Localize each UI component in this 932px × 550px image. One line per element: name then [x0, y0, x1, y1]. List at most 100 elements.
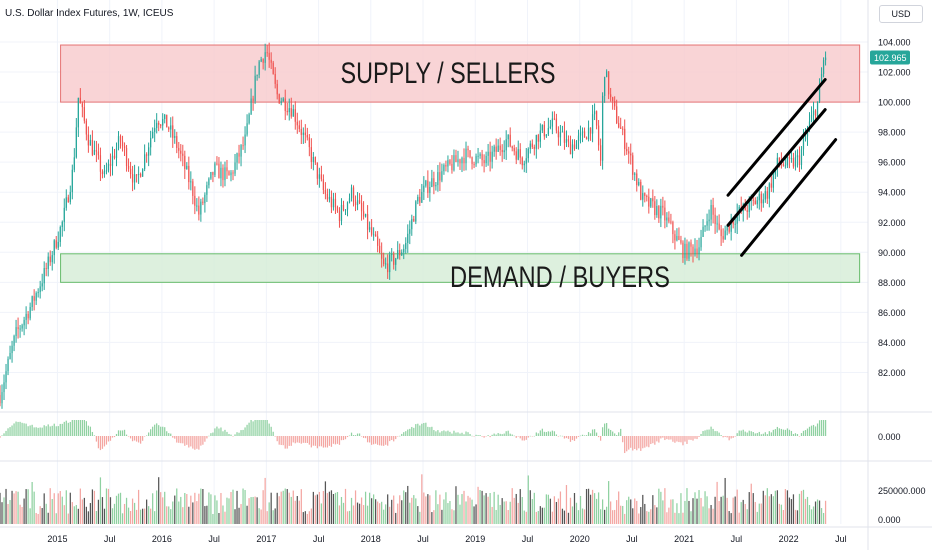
candle-body — [505, 139, 507, 151]
oscillator-bar — [150, 429, 152, 436]
oscillator-bar — [818, 420, 821, 436]
candle-body — [569, 141, 572, 155]
volume-bar — [338, 505, 341, 524]
candle-body — [208, 178, 210, 186]
volume-bar — [517, 502, 519, 524]
candle-body — [45, 268, 47, 270]
volume-bar — [310, 508, 312, 524]
candle-body — [796, 155, 799, 158]
oscillator-bar — [39, 427, 41, 436]
title-sep-1: , — [117, 8, 123, 19]
oscillator-bar — [423, 422, 425, 436]
currency-button[interactable]: USD — [879, 5, 923, 23]
oscillator-bar — [162, 426, 164, 436]
candle-body — [565, 139, 568, 143]
volume-bar — [232, 489, 234, 524]
candle-body — [507, 134, 509, 140]
volume-bar — [620, 505, 622, 524]
candle-body — [125, 148, 128, 166]
oscillator-bar — [650, 436, 652, 445]
volume-bar — [224, 511, 226, 524]
oscillator-bar — [445, 431, 447, 436]
volume-bar — [774, 490, 776, 524]
candle-body — [256, 74, 258, 76]
time-tick-label: Jul — [417, 534, 429, 544]
candle-body — [91, 139, 94, 155]
candle-body — [744, 204, 746, 211]
oscillator-bar — [85, 421, 87, 436]
candle-body — [352, 187, 355, 202]
candle-body — [573, 144, 576, 149]
time-axis[interactable]: 2015 Jul 2016 Jul 2017 Jul 2018 Jul 2019 Jul 2020 J… — [47, 534, 846, 544]
volume-bar — [119, 492, 122, 524]
candle-body — [553, 118, 556, 120]
oscillator-bar — [429, 427, 431, 436]
volume-bar — [630, 499, 632, 524]
candle-body — [736, 213, 738, 224]
candle-body — [593, 111, 596, 115]
candle-body — [521, 157, 523, 166]
oscillator-bar — [603, 423, 606, 436]
candle-body — [200, 201, 202, 215]
oscillator-bar — [790, 430, 793, 436]
oscillator-bar — [234, 434, 236, 436]
oscillator-bar — [812, 424, 815, 436]
candle-body — [75, 127, 77, 158]
volume-bar — [0, 492, 1, 524]
price-tick-label: 100.000 — [878, 98, 911, 108]
candle-body — [127, 165, 130, 169]
volume-bar — [427, 494, 429, 524]
candle-body — [694, 248, 696, 254]
volume-bar — [340, 496, 343, 524]
oscillator-bar — [174, 436, 176, 439]
candle-body — [198, 205, 200, 215]
candle-body — [620, 127, 622, 129]
volume-bar — [250, 497, 252, 524]
oscillator-bar — [47, 424, 49, 436]
volume-bar — [65, 490, 67, 524]
oscillator-bar — [778, 428, 780, 436]
volume-bar — [144, 508, 146, 524]
oscillator-bar — [368, 436, 371, 443]
candle-body — [27, 313, 29, 319]
volume-bar — [364, 491, 367, 524]
volume-bar — [521, 497, 523, 524]
oscillator-bar — [483, 436, 485, 438]
oscillator-bar — [75, 420, 77, 436]
volume-bar — [461, 494, 463, 524]
volume-bar — [127, 507, 130, 524]
oscillator-bar — [176, 436, 178, 443]
oscillator-bar — [148, 432, 150, 436]
candle-body — [83, 107, 85, 121]
candle-body — [451, 163, 453, 171]
volume-bar — [350, 497, 353, 524]
price-axis[interactable]: 104.000 102.000 100.000 98.000 96.000 94.000 9… — [878, 38, 911, 378]
candle-body — [708, 219, 710, 222]
title-sep-2: , — [137, 8, 143, 19]
oscillator-bar — [232, 436, 234, 437]
candle-body — [511, 146, 513, 149]
volume-bar — [539, 506, 541, 524]
volume-bar — [407, 485, 409, 524]
candle-body — [206, 185, 208, 195]
candle-body — [274, 73, 276, 84]
oscillator-bar — [244, 427, 246, 436]
candle-body — [154, 128, 156, 132]
oscillator-bar — [678, 436, 680, 443]
volume-bar — [164, 491, 166, 524]
oscillator-bar — [115, 433, 118, 436]
volume-bar — [282, 490, 284, 524]
oscillator-bar — [246, 424, 248, 436]
volume-bar — [25, 489, 27, 524]
volume-bar — [330, 490, 333, 524]
oscillator-bar — [475, 434, 477, 436]
oscillator-bar — [240, 430, 242, 436]
candle-body — [328, 196, 331, 200]
candle-body — [772, 174, 774, 188]
volume-bar — [535, 511, 537, 524]
oscillator-bar — [525, 436, 527, 440]
volume-bar — [646, 511, 648, 524]
oscillator-bar — [700, 433, 702, 436]
candle-body — [330, 196, 333, 208]
